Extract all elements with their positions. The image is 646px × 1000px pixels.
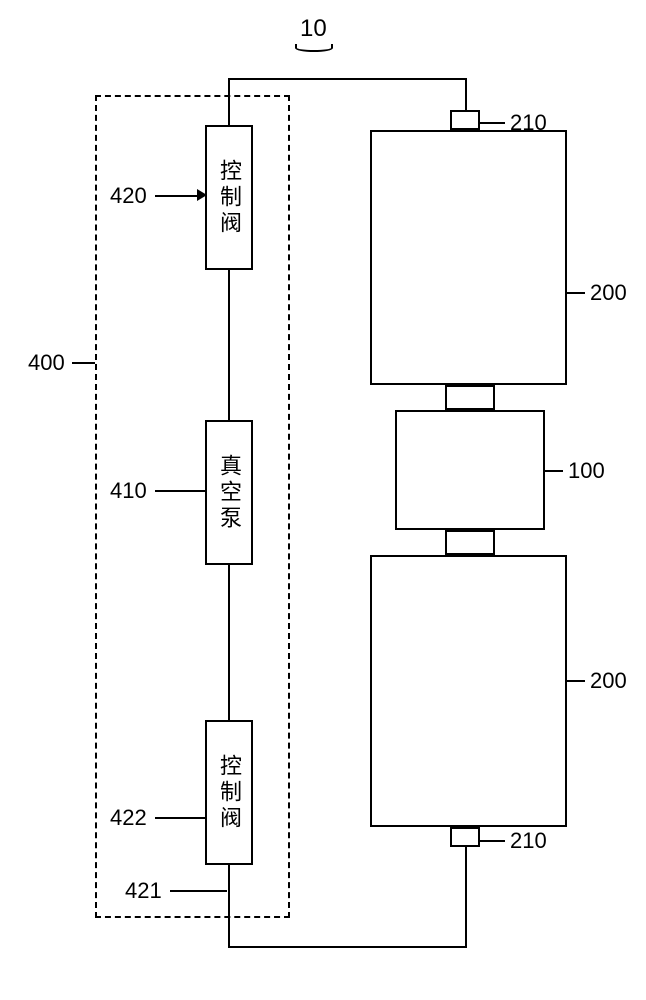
middle-chamber (395, 410, 545, 530)
leader-420 (155, 195, 197, 197)
control-valve-top: 控制阀 (205, 125, 253, 270)
label-200-bottom: 200 (590, 668, 627, 694)
leader-210-top (480, 122, 505, 124)
label-210-bottom: 210 (510, 828, 547, 854)
label-410: 410 (110, 478, 147, 504)
bottom-chamber (370, 555, 567, 827)
line-valve-bottom-down (228, 865, 230, 946)
label-400: 400 (28, 350, 65, 376)
middle-connector-top (445, 385, 495, 410)
label-200-top: 200 (590, 280, 627, 306)
leader-410 (155, 490, 205, 492)
vacuum-pump: 真空泵 (205, 420, 253, 565)
bottom-port (450, 827, 480, 847)
leader-400 (72, 362, 95, 364)
vacuum-pump-label: 真空泵 (213, 454, 245, 532)
leader-200-bottom (567, 680, 585, 682)
control-valve-top-label: 控制阀 (213, 159, 245, 237)
leader-200-top (567, 292, 585, 294)
label-100: 100 (568, 458, 605, 484)
line-bottom-h (228, 946, 467, 948)
label-422: 422 (110, 805, 147, 831)
line-top-over (228, 78, 467, 80)
control-valve-bottom-label: 控制阀 (213, 754, 245, 832)
leader-422 (155, 817, 205, 819)
leader-100 (545, 470, 563, 472)
title-underline (295, 44, 333, 52)
line-bottom-port-down (465, 847, 467, 948)
arrow-420 (197, 189, 207, 201)
leader-421 (170, 890, 227, 892)
group-400 (95, 95, 290, 918)
control-valve-bottom: 控制阀 (205, 720, 253, 865)
line-top-down-port (465, 78, 467, 110)
line-pump-to-valve (228, 565, 230, 720)
label-421: 421 (125, 878, 162, 904)
line-valve-top-up (228, 78, 230, 125)
label-420: 420 (110, 183, 147, 209)
diagram-title: 10 (300, 15, 327, 43)
leader-210-bottom (480, 840, 505, 842)
line-valve-to-pump (228, 270, 230, 420)
top-port (450, 110, 480, 130)
middle-connector-bottom (445, 530, 495, 555)
label-210-top: 210 (510, 110, 547, 136)
top-chamber (370, 130, 567, 385)
